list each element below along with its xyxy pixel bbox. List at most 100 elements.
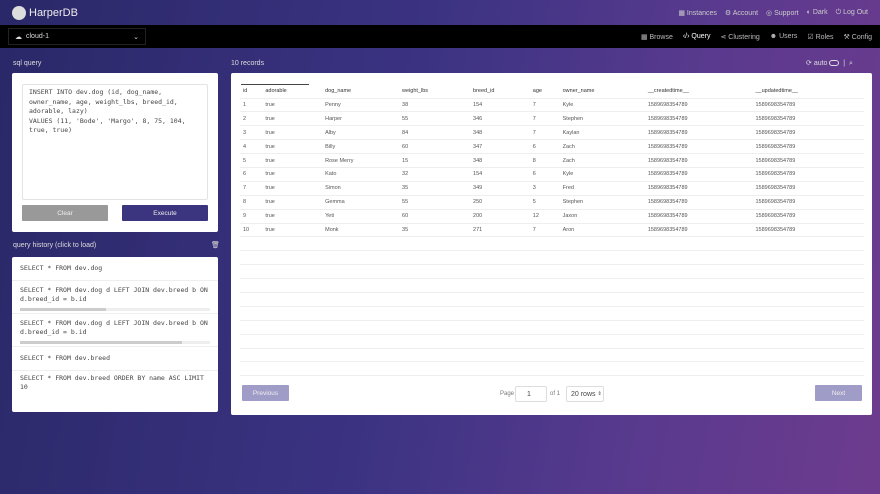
table-row	[240, 348, 864, 363]
table-cell: Alby	[322, 125, 400, 141]
auto-refresh[interactable]: ⟳ auto | ⌕	[806, 60, 853, 67]
table-cell	[644, 292, 753, 307]
table-cell: Kyle	[559, 167, 645, 182]
toggle-icon[interactable]	[829, 60, 840, 67]
table-cell	[644, 320, 753, 335]
history-item[interactable]: SELECT * FROM dev.breed	[12, 347, 218, 371]
clear-button[interactable]: Clear	[22, 205, 108, 221]
tab-query[interactable]: ‹/› Query	[682, 32, 711, 40]
table-cell	[559, 361, 645, 377]
table-cell	[240, 334, 263, 349]
table-cell	[262, 306, 323, 321]
instance-select[interactable]: ☁ cloud-1 ⌄	[8, 28, 146, 45]
table-row[interactable]: 10 true Monk 35 271 7 Aron 1589698354789 1589698…	[240, 223, 864, 238]
history-item[interactable]: SELECT * FROM dev.dog d LEFT JOIN dev.br…	[12, 281, 218, 314]
history-item[interactable]: SELECT * FROM dev.breed ORDER BY name AS…	[12, 371, 218, 395]
table-cell	[322, 250, 400, 266]
header-row: id adorable dog_name weight_lbs breed_id age o…	[240, 84, 864, 99]
table-cell: 1589698354789	[644, 223, 753, 238]
table-cell	[262, 278, 323, 293]
table-row[interactable]: 4 true Billy 60 347 6 Zach 1589698354789 1589698…	[240, 139, 864, 155]
instances-link[interactable]: ▦ Instances	[678, 9, 717, 17]
tab-roles[interactable]: ☑ Roles	[807, 33, 834, 41]
column-header-createdtime[interactable]: __createdtime__	[644, 84, 753, 99]
logo[interactable]: HarperDB	[12, 5, 78, 20]
logout-label: Log Out	[843, 8, 868, 16]
table-cell	[644, 348, 753, 363]
auto-label: auto	[813, 60, 828, 67]
tab-config[interactable]: ⚒ Config	[843, 33, 872, 41]
table-cell	[529, 361, 560, 377]
table-row[interactable]: 3 true Alby 84 348 7 Kaylan 1589698354789 158969…	[240, 125, 864, 141]
table-row[interactable]: 1 true Penny 38 154 7 Kyle 1589698354789 1589698…	[240, 98, 864, 113]
execute-button[interactable]: Execute	[122, 205, 208, 221]
table-cell	[470, 264, 530, 280]
sql-editor[interactable]: INSERT INTO dev.dog (id, dog_name, owner…	[22, 84, 208, 200]
history-item[interactable]: SELECT * FROM dev.dog	[12, 257, 218, 281]
table-cell	[322, 334, 400, 349]
column-header-age[interactable]: age	[529, 84, 560, 99]
table-cell	[559, 278, 645, 293]
trash-icon[interactable]: 🗑	[211, 242, 220, 249]
history-query: SELECT * FROM dev.dog d LEFT JOIN dev.br…	[20, 319, 208, 336]
table-row[interactable]: 5 true Rose Merry 15 348 8 Zach 1589698354789 15…	[240, 153, 864, 168]
table-cell	[240, 306, 263, 321]
table-cell	[644, 278, 753, 293]
next-button[interactable]: Next	[815, 385, 862, 401]
history-card: SELECT * FROM dev.dog SELECT * FROM dev.…	[12, 257, 218, 412]
table-cell: Billy	[322, 139, 400, 155]
table-cell: 9	[240, 209, 263, 224]
history-item[interactable]: SELECT * FROM dev.dog d LEFT JOIN dev.br…	[12, 314, 218, 347]
table-row	[240, 278, 864, 293]
column-header-weightlbs[interactable]: weight_lbs	[399, 84, 471, 99]
logout-link[interactable]: ⏻ Log Out	[835, 8, 868, 16]
tab-users[interactable]: ☻ Users	[769, 32, 798, 40]
table-cell: 4	[240, 139, 263, 155]
table-cell	[644, 361, 753, 377]
table-cell	[752, 264, 864, 280]
account-link[interactable]: ⚙ Account	[724, 9, 759, 17]
table-row[interactable]: 2 true Harper 55 346 7 Stephen 1589698354789 158…	[240, 111, 864, 127]
table-cell: 346	[470, 111, 530, 127]
table-cell	[240, 278, 263, 293]
table-row[interactable]: 8 true Gemma 55 250 5 Stephen 1589698354789 1589…	[240, 195, 864, 210]
table-cell: 348	[470, 153, 530, 168]
scrollbar[interactable]	[20, 341, 210, 344]
table-cell: 1	[240, 98, 263, 113]
column-header-updatedtime[interactable]: __updatedtime__	[752, 84, 864, 99]
table-cell	[322, 278, 400, 293]
previous-button[interactable]: Previous	[242, 385, 289, 401]
table-cell	[529, 236, 560, 252]
table-cell	[322, 306, 400, 321]
table-cell	[529, 334, 560, 349]
tab-clustering[interactable]: ⋖ Clustering	[720, 33, 760, 41]
table-row[interactable]: 6 true Kato 32 154 6 Kyle 1589698354789 15896983…	[240, 167, 864, 182]
column-header-id[interactable]: id	[240, 84, 263, 99]
table-cell: true	[262, 181, 323, 196]
scrollbar[interactable]	[20, 308, 210, 311]
column-header-ownername[interactable]: owner_name	[559, 84, 645, 99]
dark-toggle[interactable]: ◐ Dark	[806, 8, 828, 16]
table-cell	[322, 292, 400, 307]
search-icon[interactable]: ⌕	[849, 60, 853, 67]
table-cell: 154	[470, 167, 530, 182]
table-cell	[262, 264, 323, 280]
table-cell	[399, 250, 471, 266]
table-cell	[262, 361, 323, 377]
cloud-icon: ☁	[15, 33, 22, 41]
page-input[interactable]: 1	[515, 386, 547, 402]
table-cell: true	[262, 223, 323, 238]
table-row[interactable]: 9 true Yeti 60 200 12 Jaxon 1589698354789 158969…	[240, 209, 864, 224]
table-cell: 15	[399, 153, 471, 168]
tab-browse[interactable]: ▦ Browse	[640, 33, 673, 41]
table-row[interactable]: 7 true Simon 35 349 3 Fred 1589698354789 1589698…	[240, 181, 864, 196]
instance-nav: ☁ cloud-1 ⌄ ▦ Browse ‹/› Query ⋖ Clusterin…	[0, 25, 880, 48]
table-cell: 1589698354789	[752, 153, 864, 168]
column-header-adorable[interactable]: adorable	[262, 84, 323, 99]
table-cell	[529, 278, 560, 293]
column-header-breedid[interactable]: breed_id	[470, 84, 530, 99]
column-header-dogname[interactable]: dog_name	[322, 84, 400, 99]
support-link[interactable]: ◎ Support	[766, 9, 799, 17]
rows-per-page-select[interactable]: 20 rows ⇕	[566, 386, 604, 402]
table-cell	[399, 320, 471, 335]
